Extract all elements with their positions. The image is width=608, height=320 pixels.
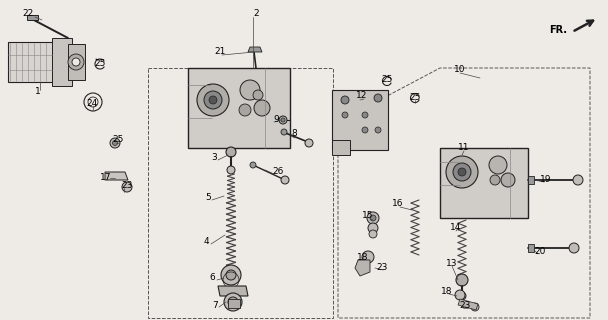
Polygon shape [528,176,534,184]
Circle shape [204,91,222,109]
Circle shape [253,90,263,100]
Circle shape [362,112,368,118]
Polygon shape [218,286,248,296]
Circle shape [490,175,500,185]
Polygon shape [248,47,262,52]
Text: 15: 15 [362,212,374,220]
Text: 5: 5 [205,194,211,203]
Circle shape [362,127,368,133]
Circle shape [374,94,382,102]
Circle shape [446,156,478,188]
Circle shape [227,166,235,174]
Text: 13: 13 [446,259,458,268]
Text: 11: 11 [458,143,470,153]
Text: 1: 1 [35,87,41,97]
Circle shape [455,290,465,300]
Text: 10: 10 [454,66,466,75]
Text: 14: 14 [451,223,461,233]
Text: 20: 20 [534,247,546,257]
Polygon shape [8,42,68,82]
Circle shape [221,265,241,285]
Polygon shape [332,140,350,155]
Circle shape [569,243,579,253]
Circle shape [501,173,515,187]
Circle shape [367,212,379,224]
Text: 2: 2 [253,10,259,19]
Circle shape [342,112,348,118]
Circle shape [209,96,217,104]
Circle shape [368,223,378,233]
Text: 25: 25 [381,76,393,84]
Text: 23: 23 [459,301,471,310]
Text: 7: 7 [212,301,218,310]
Circle shape [341,96,349,104]
Circle shape [375,127,381,133]
Circle shape [281,176,289,184]
Circle shape [224,293,242,311]
Circle shape [369,230,377,238]
Text: 25: 25 [112,135,123,145]
Polygon shape [355,260,370,276]
Polygon shape [228,299,240,308]
Circle shape [471,303,479,311]
Polygon shape [528,244,534,252]
Text: 25: 25 [94,59,106,68]
Text: 25: 25 [409,92,421,101]
Polygon shape [440,148,528,218]
Circle shape [279,116,287,124]
Circle shape [370,215,376,221]
Circle shape [362,251,374,263]
Text: 21: 21 [214,47,226,57]
Polygon shape [458,299,478,310]
Circle shape [458,292,466,300]
Text: 9: 9 [273,116,279,124]
Text: 4: 4 [203,237,209,246]
Text: 17: 17 [100,173,112,182]
Circle shape [112,140,117,146]
Circle shape [281,118,285,122]
Polygon shape [105,172,128,180]
Text: 19: 19 [541,175,551,185]
Circle shape [239,104,251,116]
Text: 24: 24 [86,99,98,108]
Text: 6: 6 [209,274,215,283]
Circle shape [456,274,468,286]
Circle shape [458,168,466,176]
Circle shape [453,163,471,181]
Circle shape [72,58,80,66]
Text: 23: 23 [122,181,133,190]
Text: 18: 18 [358,253,368,262]
Text: 22: 22 [22,10,33,19]
Text: 3: 3 [211,154,217,163]
Text: 8: 8 [291,130,297,139]
Circle shape [250,162,256,168]
Circle shape [573,175,583,185]
Circle shape [281,129,287,135]
Circle shape [68,54,84,70]
Circle shape [305,139,313,147]
Circle shape [226,270,236,280]
Polygon shape [52,38,72,86]
Circle shape [240,80,260,100]
Text: 18: 18 [441,287,453,297]
Text: 23: 23 [376,262,388,271]
Text: 12: 12 [356,92,368,100]
Circle shape [197,84,229,116]
Text: FR.: FR. [549,25,567,35]
Circle shape [110,138,120,148]
Circle shape [228,297,238,307]
Circle shape [122,182,132,192]
Text: 26: 26 [272,167,284,177]
Text: 16: 16 [392,199,404,209]
Polygon shape [68,44,85,80]
Circle shape [489,156,507,174]
Circle shape [254,100,270,116]
Polygon shape [188,68,290,148]
Circle shape [226,147,236,157]
Polygon shape [27,15,38,20]
Polygon shape [332,90,388,150]
